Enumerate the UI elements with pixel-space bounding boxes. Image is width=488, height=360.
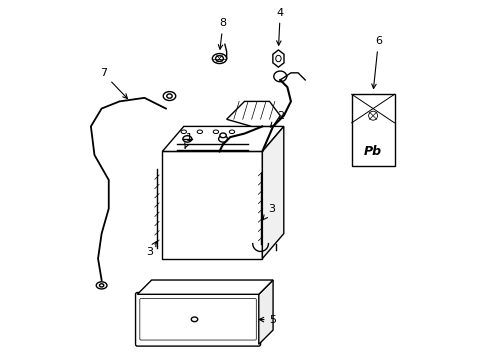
Text: 6: 6 bbox=[371, 36, 381, 89]
FancyBboxPatch shape bbox=[140, 298, 256, 340]
Ellipse shape bbox=[166, 94, 172, 98]
Text: 7: 7 bbox=[100, 68, 127, 99]
FancyBboxPatch shape bbox=[162, 152, 262, 258]
Polygon shape bbox=[137, 280, 272, 294]
Ellipse shape bbox=[99, 284, 103, 287]
Polygon shape bbox=[272, 50, 284, 67]
Polygon shape bbox=[226, 102, 280, 126]
Polygon shape bbox=[262, 126, 283, 258]
Text: 2: 2 bbox=[270, 111, 283, 127]
Ellipse shape bbox=[212, 54, 226, 64]
Ellipse shape bbox=[275, 55, 281, 62]
Text: 8: 8 bbox=[218, 18, 226, 49]
Ellipse shape bbox=[181, 130, 186, 134]
Polygon shape bbox=[258, 280, 272, 344]
Ellipse shape bbox=[197, 130, 202, 134]
Ellipse shape bbox=[218, 136, 227, 142]
Text: 3: 3 bbox=[146, 242, 156, 257]
Polygon shape bbox=[162, 126, 283, 152]
Ellipse shape bbox=[229, 130, 234, 134]
Ellipse shape bbox=[163, 91, 175, 100]
FancyBboxPatch shape bbox=[135, 293, 260, 346]
Ellipse shape bbox=[183, 136, 191, 142]
Ellipse shape bbox=[96, 282, 107, 289]
Ellipse shape bbox=[215, 56, 223, 62]
Ellipse shape bbox=[191, 317, 197, 321]
Text: 1: 1 bbox=[184, 133, 192, 148]
Bar bbox=[351, 94, 394, 166]
Ellipse shape bbox=[220, 133, 226, 138]
Ellipse shape bbox=[368, 111, 377, 120]
Ellipse shape bbox=[213, 130, 218, 134]
Text: 5: 5 bbox=[259, 315, 276, 325]
Text: 4: 4 bbox=[276, 8, 283, 45]
Text: 3: 3 bbox=[263, 204, 274, 220]
Text: Pb: Pb bbox=[363, 145, 382, 158]
